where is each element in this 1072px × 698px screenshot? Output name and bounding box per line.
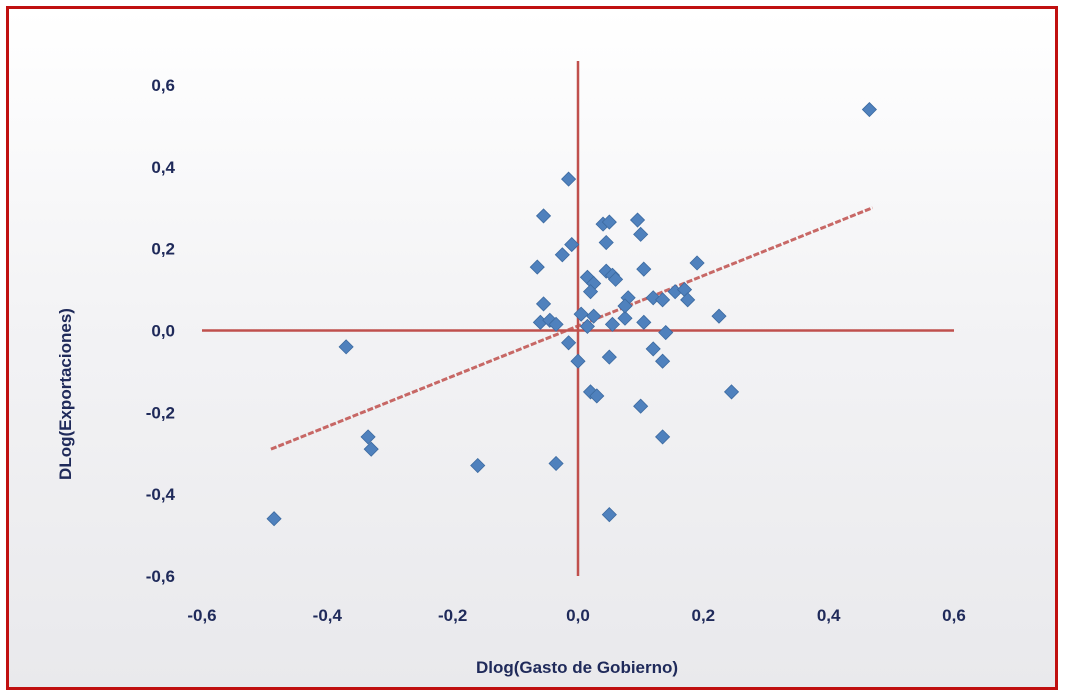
data-point (629, 212, 646, 228)
data-point (363, 441, 379, 457)
data-point (861, 101, 877, 118)
data-point (561, 171, 577, 187)
data-point (561, 335, 577, 351)
data-point (598, 234, 614, 251)
tick-labels-layer: -0,6 -0,4 -0,2 0,0 0,2 0,4 0,6 0,6 0,4 0,2 0,0 -0,2… (146, 76, 966, 625)
data-point (586, 308, 602, 324)
x-tick-label: 0,0 (566, 606, 590, 625)
data-point (633, 398, 649, 414)
data-point (601, 214, 617, 230)
trendline-layer (270, 206, 874, 451)
scatter-chart: -0,6 -0,4 -0,2 0,0 0,2 0,4 0,6 0,6 0,4 0,2 0,0 -0,2… (56, 61, 966, 677)
data-point (604, 316, 621, 332)
data-point (658, 324, 674, 341)
x-axis-title: Dlog(Gasto de Gobierno) (476, 658, 678, 677)
trendline (270, 206, 874, 451)
data-point (633, 226, 649, 242)
data-point (645, 341, 661, 357)
y-tick-label: 0,4 (151, 158, 175, 177)
data-point (564, 237, 580, 253)
data-point (535, 296, 552, 312)
data-point (723, 384, 740, 400)
data-point (573, 306, 589, 322)
data-point (470, 457, 486, 474)
data-point (554, 247, 570, 263)
y-tick-label: 0,2 (151, 240, 175, 259)
y-tick-label: -0,2 (146, 403, 175, 422)
data-point (655, 429, 671, 445)
data-point (608, 271, 624, 287)
data-point (636, 314, 652, 330)
data-point (655, 292, 671, 308)
y-tick-label: -0,6 (146, 567, 175, 586)
data-point (535, 208, 552, 224)
data-point (636, 261, 652, 277)
points-layer (266, 101, 877, 527)
data-point (570, 353, 586, 369)
x-tick-label: -0,6 (187, 606, 216, 625)
x-tick-label: 0,4 (817, 606, 841, 625)
data-point (266, 511, 282, 527)
data-point (548, 455, 564, 472)
data-point (589, 388, 605, 404)
chart-frame: -0,6 -0,4 -0,2 0,0 0,2 0,4 0,6 0,6 0,4 0,2 0,0 -0,2… (6, 6, 1058, 690)
data-point (579, 318, 595, 334)
x-tick-label: 0,2 (692, 606, 716, 625)
data-point (360, 429, 376, 445)
y-tick-label: -0,4 (146, 485, 176, 504)
data-point (529, 259, 545, 275)
data-point (655, 353, 671, 369)
y-tick-label: 0,6 (151, 76, 175, 95)
x-tick-label: 0,6 (942, 606, 966, 625)
data-point (601, 349, 617, 365)
y-tick-label: 0,0 (151, 322, 175, 341)
x-tick-label: -0,2 (438, 606, 467, 625)
data-point (582, 284, 599, 300)
data-point (680, 292, 696, 308)
data-point (548, 316, 564, 332)
data-point (617, 310, 633, 326)
data-point (617, 298, 633, 314)
data-point (711, 308, 727, 324)
data-point (338, 339, 354, 355)
x-tick-label: -0,4 (313, 606, 343, 625)
data-point (601, 507, 617, 523)
y-axis-title: DLog(Exportaciones) (56, 308, 75, 480)
data-point (689, 255, 705, 271)
